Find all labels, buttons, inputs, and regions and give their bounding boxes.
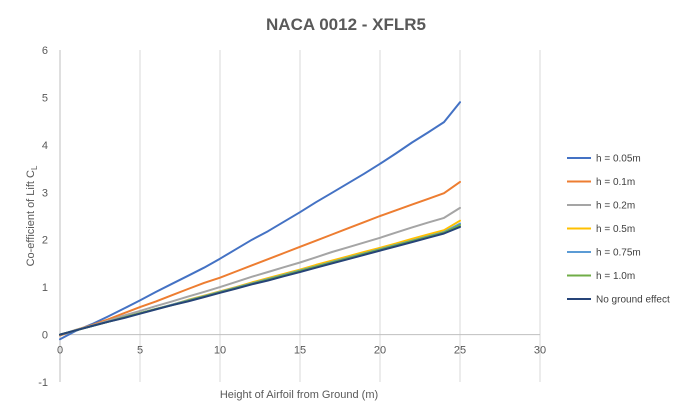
y-tick-label: 0 (42, 330, 48, 342)
y-axis-title: Co-efficient of Lift CL (25, 165, 39, 266)
x-tick-label: 30 (534, 345, 546, 357)
y-tick-label: 5 (42, 92, 48, 104)
chart-title: NACA 0012 - XFLR5 (266, 15, 426, 34)
legend-label: No ground effect (596, 295, 670, 306)
x-tick-label: 10 (214, 345, 226, 357)
y-tick-label: -1 (38, 377, 48, 389)
legend-label: h = 0.1m (596, 177, 635, 188)
series-line-h-0-1m (59, 180, 461, 337)
series-line-no-ground-effect (59, 225, 461, 336)
y-tick-label: 2 (42, 235, 48, 247)
y-axis-title-main: Co-efficient of Lift C (25, 170, 37, 266)
series-lines (59, 101, 461, 341)
x-axis-title: Height of Airfoil from Ground (m) (220, 389, 378, 401)
axes (59, 50, 540, 382)
y-tick-label: 1 (42, 282, 48, 294)
gridlines (139, 50, 541, 382)
x-tick-label: 5 (137, 345, 143, 357)
x-tick-label: 0 (57, 345, 63, 357)
y-tick-label: 4 (42, 140, 48, 152)
legend-label: h = 0.5m (596, 224, 635, 235)
legend-label: h = 1.0m (596, 271, 635, 282)
x-tick-label: 20 (374, 345, 386, 357)
legend-label: h = 0.75m (596, 248, 641, 259)
y-axis-title-subscript: L (30, 165, 39, 170)
legend: h = 0.05m h = 0.1m h = 0.2m h = 0.5m h = 0.7… (567, 154, 670, 306)
series-line-h-0-05m (59, 101, 461, 341)
tick-labels: 0 5 10 15 20 25 30 -1 0 1 2 3 4 5 6 (38, 45, 546, 389)
legend-label: h = 0.05m (596, 154, 641, 165)
x-tick-label: 25 (454, 345, 466, 357)
y-tick-label: 6 (42, 45, 48, 57)
y-tick-label: 3 (42, 187, 48, 199)
x-tick-label: 15 (294, 345, 306, 357)
legend-label: h = 0.2m (596, 201, 635, 212)
series-line-h-0-2m (59, 206, 461, 336)
